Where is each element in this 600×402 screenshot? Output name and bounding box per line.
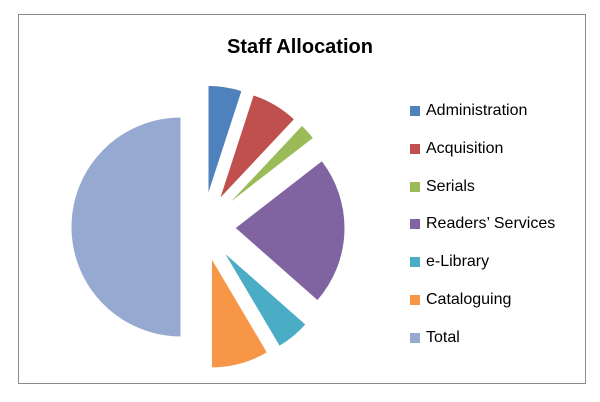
legend-item: Total [410, 327, 460, 349]
legend-swatch [410, 106, 420, 116]
legend-item: e-Library [410, 251, 489, 273]
legend-label: Serials [426, 177, 475, 195]
legend-swatch [410, 295, 420, 305]
legend-swatch [410, 332, 420, 343]
legend-swatch [410, 143, 420, 154]
pie-slice-total [70, 116, 182, 338]
pie-slice-serials [226, 124, 315, 206]
pie-slice-acquisition [218, 94, 296, 200]
pie-slice-administration [207, 84, 243, 196]
legend-label: Total [426, 328, 460, 346]
legend-label: e-Library [426, 253, 490, 271]
legend-item: Administration [410, 100, 527, 122]
legend-label: Acquisition [426, 139, 504, 157]
legend-swatch [410, 257, 420, 268]
legend-swatch [410, 181, 420, 192]
legend-label: Readers’ Services [426, 215, 556, 233]
legend-item: Readers’ Services [410, 213, 555, 235]
legend-label: Administration [426, 102, 528, 119]
pie-slice-e-library [222, 251, 307, 348]
pie-slice-readers-services [234, 159, 346, 302]
legend-label: Cataloguing [426, 291, 512, 308]
legend-item: Cataloguing [410, 289, 511, 311]
legend-item: Serials [410, 176, 475, 198]
pie-slice-cataloguing [210, 256, 269, 369]
legend-swatch [410, 219, 420, 230]
legend-item: Acquisition [410, 138, 503, 160]
chart-title: Staff Allocation [227, 36, 373, 58]
